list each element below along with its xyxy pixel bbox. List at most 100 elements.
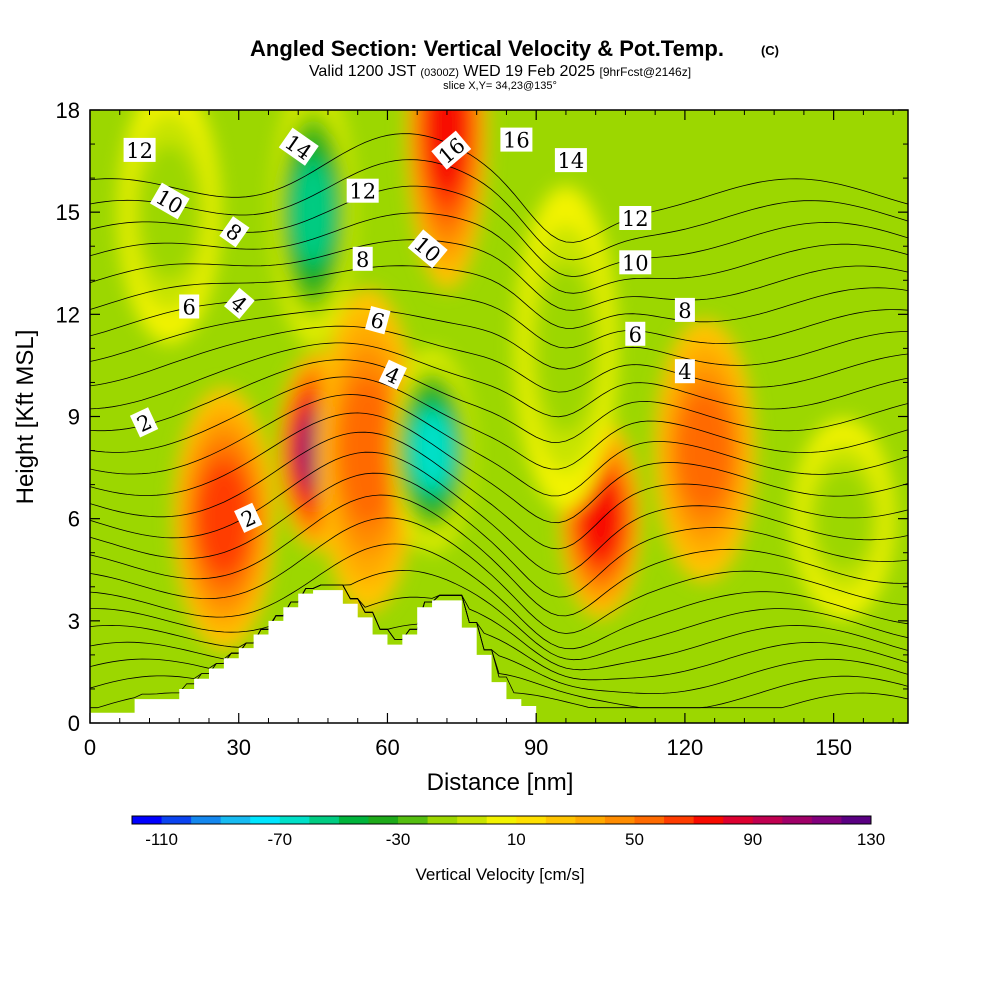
x-tick-label: 0 <box>84 735 96 760</box>
potential-temperature-contours <box>90 133 908 709</box>
colorbar-swatch <box>516 816 547 824</box>
isentrope-line <box>90 325 908 393</box>
colorbar-swatch <box>398 816 429 824</box>
updraft-band <box>677 390 733 511</box>
contour-label-text: 16 <box>503 129 530 153</box>
contour-label-bg <box>431 130 472 170</box>
isentrope-line <box>90 472 908 598</box>
y-tick-label: 0 <box>68 711 80 736</box>
isentrope-line <box>90 543 908 650</box>
updraft-band <box>197 463 250 575</box>
colorbar-swatch <box>279 816 310 824</box>
colorbar-swatch <box>250 816 281 824</box>
isentrope-line <box>90 133 908 243</box>
y-tick-label: 15 <box>56 200 80 225</box>
colorbar-tick-label: -70 <box>268 830 293 849</box>
isentrope-line <box>90 265 908 329</box>
contour-label-bg <box>179 294 200 319</box>
colorbar-swatch <box>220 816 251 824</box>
isentrope-line <box>90 212 908 294</box>
colorbar-swatch <box>664 816 695 824</box>
contour-label-text: 6 <box>629 323 642 347</box>
y-tick-label: 18 <box>56 98 80 123</box>
contour-label: 12 <box>346 178 379 204</box>
chart-subtitle: Valid 1200 JST (0300Z) WED 19 Feb 2025 [… <box>309 63 691 80</box>
contour-label-bg <box>378 359 407 390</box>
contour-label-bg <box>554 148 587 173</box>
isentrope-line <box>90 376 908 470</box>
x-axis-ticks: 0 30 60 90 120 150 <box>84 110 894 760</box>
contour-label-bg <box>674 359 695 384</box>
terrain <box>90 590 537 723</box>
contour-label-bg <box>407 229 448 269</box>
x-tick-label: 150 <box>815 735 852 760</box>
contour-label-bg <box>149 182 190 220</box>
x-axis-label: Distance [nm] <box>427 769 574 796</box>
colorbar-swatch <box>782 816 813 824</box>
y-axis-label: Height [Kft MSL] <box>12 330 39 505</box>
contour-label-bg <box>234 502 263 533</box>
colorbar-tick-label: 10 <box>507 830 526 849</box>
colorbar-label: Vertical Velocity [cm/s] <box>415 865 584 884</box>
isentrope-line <box>90 394 908 497</box>
colorbar-tick-label: -110 <box>145 830 178 849</box>
contour-label-bg <box>364 305 391 335</box>
isentrope-line <box>90 517 908 634</box>
isentrope-line <box>90 584 908 681</box>
contour-label-bg <box>625 321 646 346</box>
colorbar-tick-label: 130 <box>857 830 885 849</box>
contour-label-text: 14 <box>558 149 585 173</box>
contour-label-bg <box>129 407 159 438</box>
colorbar-swatch <box>191 816 222 824</box>
colorbar-swatch <box>457 816 488 824</box>
contour-label-text: 12 <box>622 207 649 231</box>
chart-title: Angled Section: Vertical Velocity & Pot.… <box>250 36 724 61</box>
x-tick-label: 30 <box>226 735 250 760</box>
colorbar-swatch <box>723 816 754 824</box>
downdraft-band <box>292 161 334 263</box>
contour-label: 14 <box>554 148 587 173</box>
colorbar: -110 -70 -30 10 50 90 130 <box>131 815 885 849</box>
colorbar-swatch <box>161 816 192 824</box>
contour-label-text: 8 <box>356 248 369 272</box>
colorbar-tick-label: 50 <box>625 830 644 849</box>
contour-label: 8 <box>352 246 373 272</box>
colorbar-swatch <box>575 816 606 824</box>
x-tick-label: 120 <box>667 735 704 760</box>
contour-label: 2 <box>129 407 159 438</box>
contour-label: 6 <box>625 321 646 347</box>
contour-label-text: 8 <box>678 299 691 323</box>
colorbar-swatch <box>841 816 872 824</box>
contour-label-bg <box>500 127 533 152</box>
colorbar-frame <box>131 815 872 825</box>
contour-label-text: 4 <box>678 360 691 384</box>
downdraft-band <box>813 466 874 571</box>
isentrope-line <box>90 342 908 418</box>
colorbar-swatch <box>545 816 576 824</box>
colorbar-swatch <box>634 816 665 824</box>
isentrope-line <box>90 431 908 550</box>
x-tick-label: 90 <box>524 735 548 760</box>
y-tick-label: 12 <box>56 302 80 327</box>
contour-label: 4 <box>674 359 695 384</box>
contour-label-text: 12 <box>126 139 153 163</box>
y-axis-ticks: 0 3 6 9 12 15 18 <box>56 98 908 736</box>
colorbar-swatch <box>604 816 636 824</box>
contour-label-bg <box>352 246 373 271</box>
contour-label: 6 <box>179 294 200 320</box>
contour-label-bg <box>123 137 156 162</box>
isentrope-line <box>90 569 908 661</box>
updraft-band <box>579 478 622 559</box>
colorbar-tick-label: -30 <box>386 830 411 849</box>
contour-label-bg <box>619 250 652 275</box>
contour-label-text: 10 <box>622 251 649 275</box>
isentrope-line <box>90 359 908 443</box>
slice-label: slice X,Y= 34,23@135° <box>443 80 557 92</box>
contour-label-bg <box>619 206 652 230</box>
contour-label: 2 <box>234 502 263 533</box>
contour-label-bg <box>223 287 255 319</box>
contour-label-bg <box>674 297 695 322</box>
y-tick-label: 6 <box>68 507 80 532</box>
